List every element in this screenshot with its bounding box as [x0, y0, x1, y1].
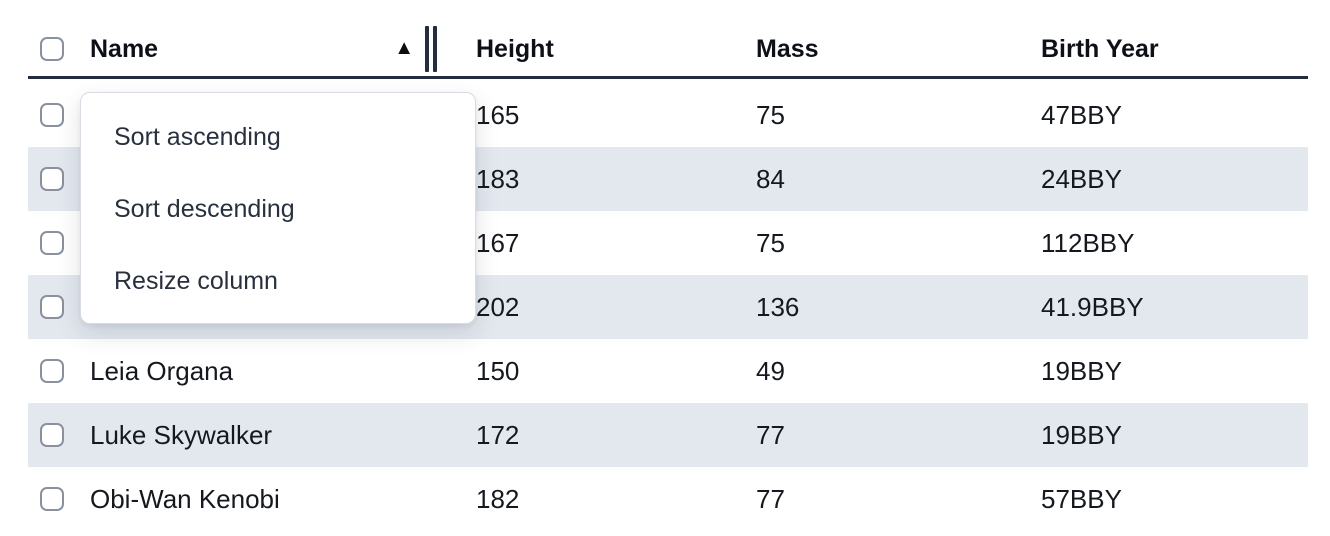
- cell-birth-year: 41.9BBY: [1041, 291, 1144, 322]
- table-row: Luke Skywalker 172 77 19BBY: [28, 403, 1308, 467]
- row-checkbox[interactable]: [40, 423, 64, 447]
- cell-mass: 75: [756, 227, 785, 258]
- column-header-birth-year[interactable]: Birth Year: [1041, 34, 1159, 63]
- sort-ascending-icon: ▲: [394, 37, 414, 59]
- table-viewport: Name ▲ Height Mass Birth Year 165 75 47B…: [28, 0, 1308, 513]
- menu-item-sort-descending[interactable]: Sort descending: [114, 194, 295, 223]
- cell-birth-year: 112BBY: [1041, 227, 1135, 258]
- cell-birth-year: 19BBY: [1041, 419, 1122, 450]
- column-resize-handle[interactable]: [425, 26, 437, 72]
- row-checkbox[interactable]: [40, 231, 64, 255]
- cell-birth-year: 19BBY: [1041, 355, 1122, 386]
- cell-mass: 84: [756, 163, 785, 194]
- column-menu: Sort ascending Sort descending Resize co…: [80, 92, 476, 324]
- select-all-checkbox[interactable]: [40, 37, 64, 61]
- column-header-name-label: Name: [90, 34, 159, 63]
- cell-height: 165: [476, 99, 520, 130]
- row-checkbox[interactable]: [40, 167, 64, 191]
- cell-height: 150: [476, 355, 520, 386]
- menu-item-sort-ascending[interactable]: Sort ascending: [114, 122, 281, 151]
- cell-name: Obi-Wan Kenobi: [90, 483, 280, 514]
- cell-mass: 75: [756, 99, 785, 130]
- cell-height: 172: [476, 419, 520, 450]
- cell-name: Leia Organa: [90, 355, 234, 386]
- cell-mass: 77: [756, 483, 785, 514]
- row-checkbox[interactable]: [40, 487, 64, 511]
- column-header-name[interactable]: Name ▲: [76, 22, 460, 76]
- cell-name: Luke Skywalker: [90, 419, 273, 450]
- table-header-row: Name ▲ Height Mass Birth Year: [28, 0, 1308, 79]
- cell-height: 183: [476, 163, 520, 194]
- row-checkbox[interactable]: [40, 103, 64, 127]
- cell-mass: 136: [756, 291, 800, 322]
- menu-item-resize-column[interactable]: Resize column: [114, 266, 278, 295]
- header-checkbox-cell: [28, 22, 76, 76]
- cell-height: 182: [476, 483, 520, 514]
- column-header-height[interactable]: Height: [476, 34, 554, 63]
- cell-mass: 77: [756, 419, 785, 450]
- cell-height: 202: [476, 291, 520, 322]
- cell-mass: 49: [756, 355, 785, 386]
- cell-birth-year: 57BBY: [1041, 483, 1122, 514]
- cell-height: 167: [476, 227, 520, 258]
- column-header-mass[interactable]: Mass: [756, 34, 819, 63]
- table-row: Obi-Wan Kenobi 182 77 57BBY: [28, 467, 1308, 513]
- row-checkbox[interactable]: [40, 359, 64, 383]
- cell-birth-year: 47BBY: [1041, 99, 1122, 130]
- cell-birth-year: 24BBY: [1041, 163, 1122, 194]
- table-row: Leia Organa 150 49 19BBY: [28, 339, 1308, 403]
- row-checkbox[interactable]: [40, 295, 64, 319]
